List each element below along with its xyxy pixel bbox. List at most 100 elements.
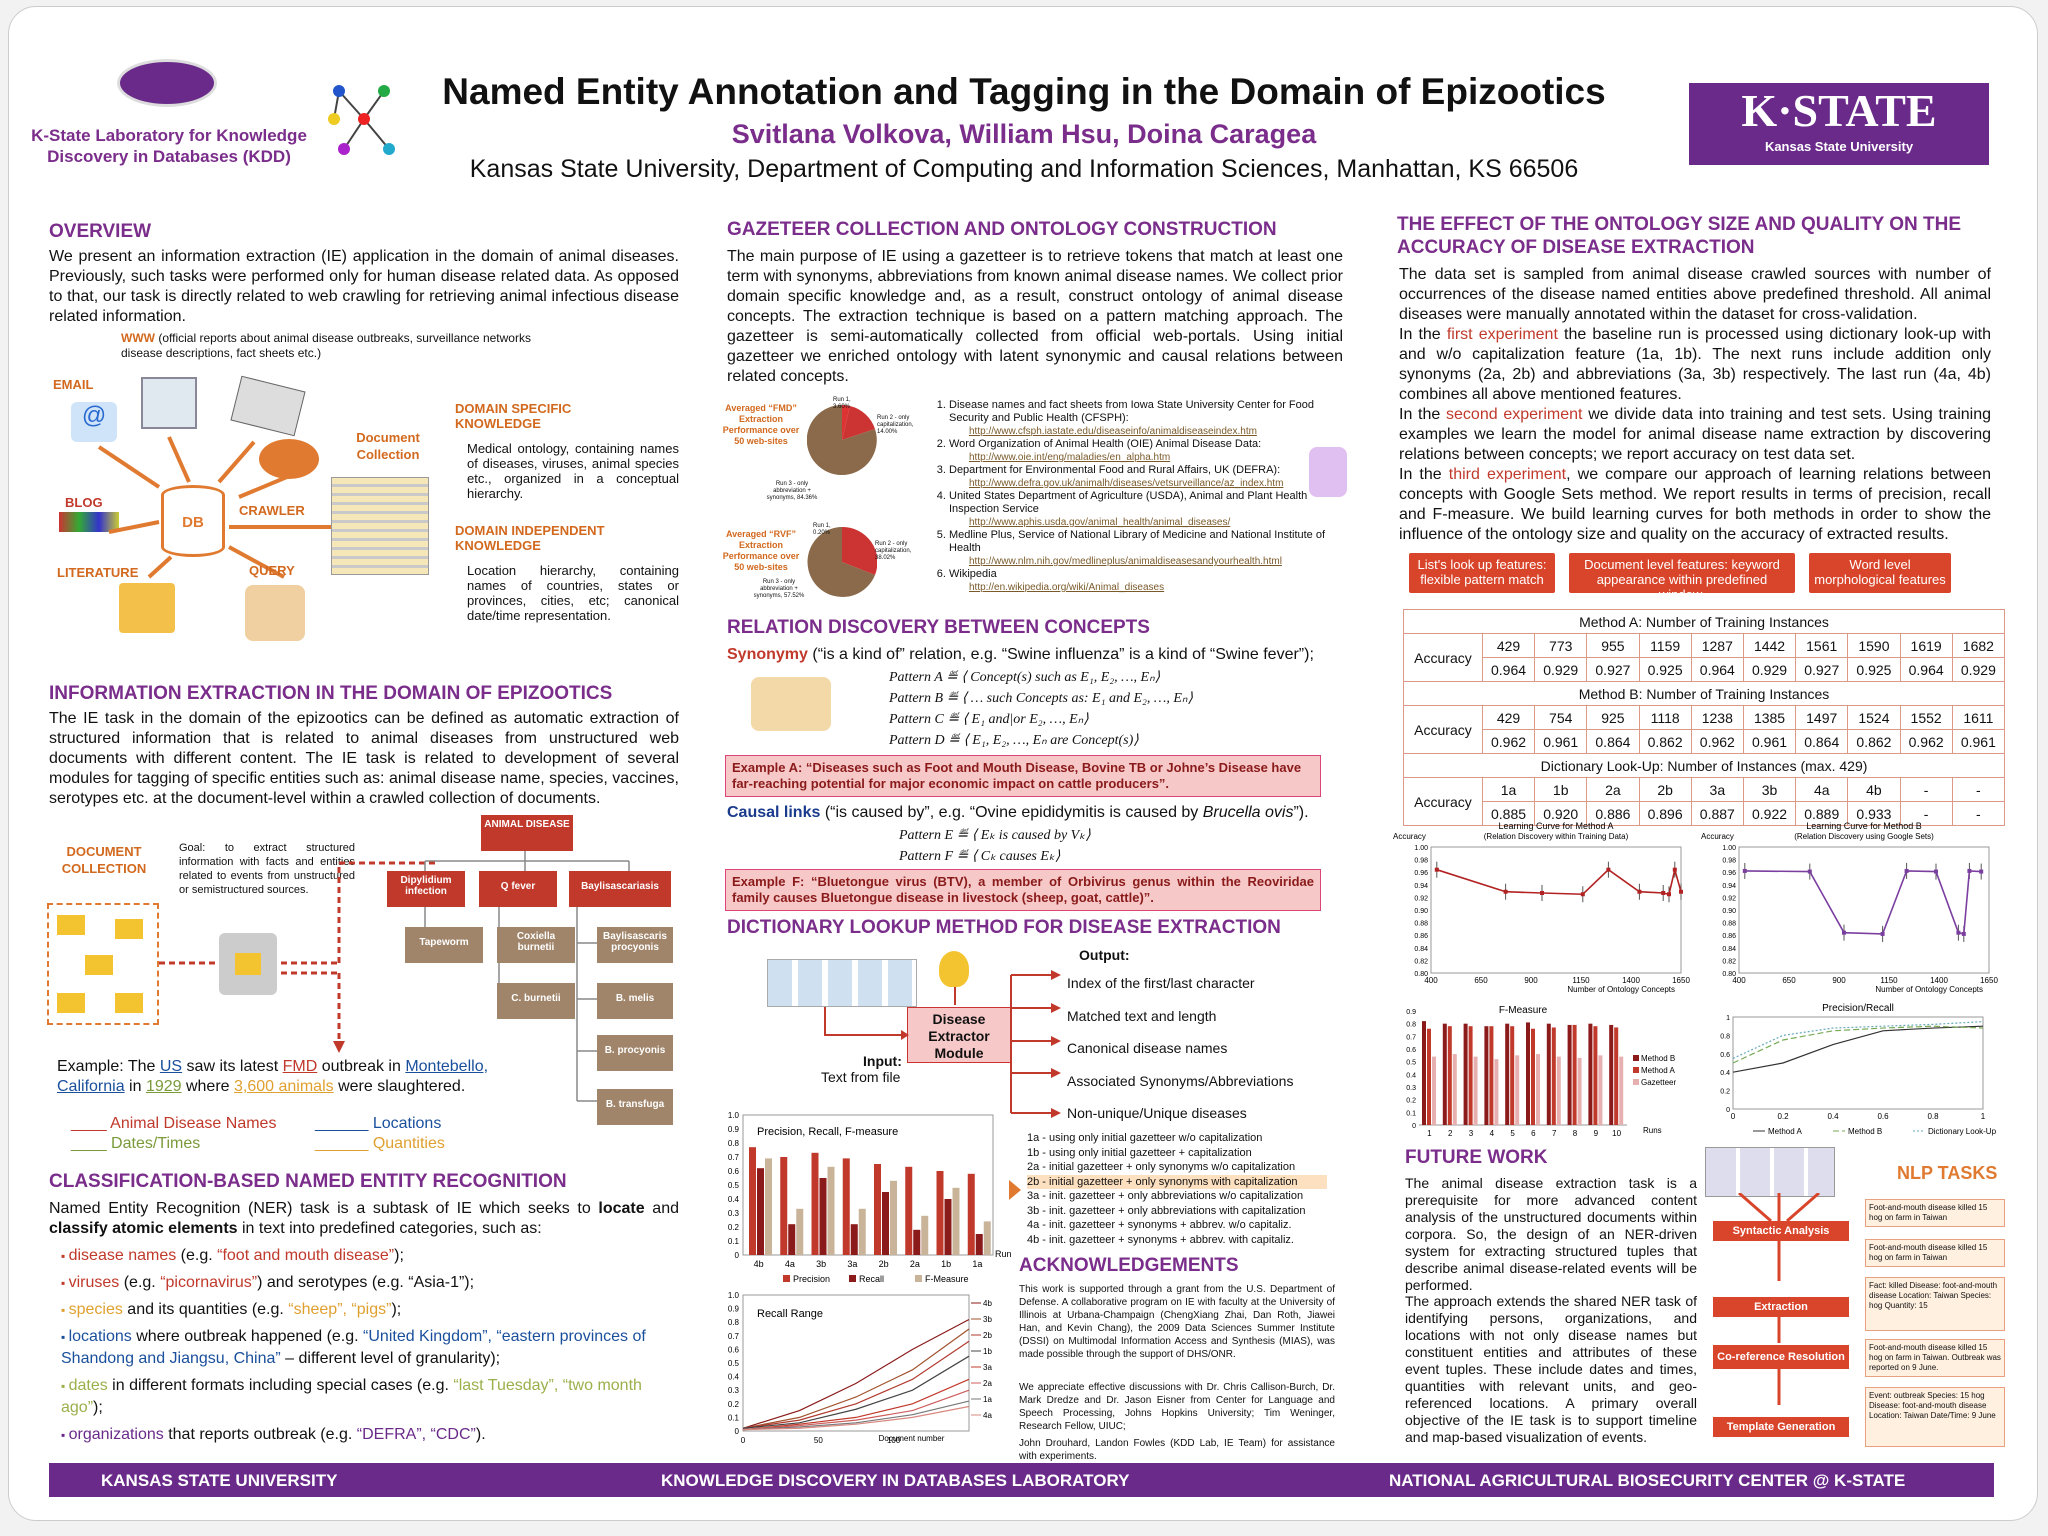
bar (975, 1234, 983, 1255)
ex-fmd: FMD (282, 1058, 318, 1075)
output-synonyms: Associated Synonyms/Abbreviations (1067, 1072, 1294, 1089)
chart-subtitle: (Relation Discovery using Google Sets) (1794, 832, 1934, 841)
footer-mid: KNOWLEDGE DISCOVERY IN DATABASES LABORAT… (661, 1471, 1130, 1490)
effect-p2: In the first experiment the baseline run… (1399, 325, 1991, 405)
chart-title: Precision, Recall, F-measure (757, 1126, 898, 1138)
y-tick-label: 1.0 (728, 1291, 740, 1300)
effect-p1: The data set is sampled from animal dise… (1399, 266, 1991, 323)
ner-item-viruses: viruses (e.g. “picornavirus”) and seroty… (61, 1272, 681, 1294)
kstate-logo-sub: Kansas State University (1764, 139, 1914, 154)
ex-pre: Example: The (57, 1058, 160, 1075)
gaz-source-4-link[interactable]: http://www.aphis.usda.gov/animal_health/… (969, 517, 1231, 528)
chart-title: F-Measure (1499, 1005, 1548, 1016)
effect-text: The data set is sampled from animal dise… (1399, 265, 1991, 545)
legend-label: 1b (983, 1347, 992, 1356)
method-a-cell: 0.925 (1638, 657, 1692, 682)
method-a-cell: 1590 (1847, 633, 1901, 658)
x-tick-label: 400 (1732, 976, 1746, 985)
y-tick-label: 0.80 (1414, 971, 1428, 978)
query-label: QUERY (249, 563, 295, 578)
bar (757, 1168, 764, 1255)
effect-p4a: In the (1399, 466, 1449, 483)
gaz-source-3: Department for Environmental Food and Ru… (949, 464, 1341, 490)
bar (827, 1166, 835, 1255)
chart-title: Learning Curve for Method A (1498, 821, 1613, 831)
method-b-cell: 0.962 (1899, 729, 1953, 754)
bar (1422, 1021, 1426, 1125)
ex-end: were slaughtered. (333, 1078, 466, 1095)
gaz-source-6-link[interactable]: http://en.wikipedia.org/wiki/Animal_dise… (969, 582, 1165, 593)
method-a-cell: 0.929 (1534, 657, 1588, 682)
legend-swatch (1633, 1055, 1639, 1061)
y-tick-label: 0 (1726, 1107, 1730, 1114)
y-tick-label: 0.94 (1722, 883, 1736, 890)
gaz-source-5-link[interactable]: http://www.nlm.nih.gov/medlineplus/anima… (969, 556, 1282, 567)
method-a-cell: 1682 (1951, 633, 2006, 658)
pattern-e: Pattern E ≝ ⟨ Eₖ is caused by Vₖ⟩ (899, 828, 1091, 843)
chart-recall: 0 0.1 0.2 0.3 0.4 0.5 0.6 0.7 0.8 0.9 1.0 0 50 100 Rec… (728, 1291, 993, 1445)
run-4a: 4a - init. gazetteer + synonyms + abbrev… (1027, 1219, 1292, 1231)
legend-label: 3b (983, 1315, 992, 1324)
db-label: DB (182, 514, 204, 531)
ack-heading: ACKNOWLEDGEMENTS (1019, 1255, 1239, 1276)
footer-right: NATIONAL AGRICULTURAL BIOSECURITY CENTER… (1389, 1471, 1906, 1490)
x-tick-label: 6 (1531, 1129, 1536, 1138)
legend-label: 1a (983, 1395, 992, 1404)
run-4b: 4b - init. gazetteer + synonyms + abbrev… (1027, 1233, 1294, 1246)
ner-intro-d: classify atomic elements (49, 1220, 238, 1237)
x-tick-label: 3a (847, 1259, 857, 1269)
dictionary-cell: 0.886 (1586, 801, 1640, 826)
y-tick-label: 0.80 (1722, 971, 1736, 978)
y-tick-label: 0.6 (728, 1167, 740, 1176)
ack-p3: John Drouhard, Landon Fowles (KDD Lab, I… (1019, 1438, 1335, 1462)
gaz-source-1-link[interactable]: http://www.cfsph.iastate.edu/diseaseinfo… (969, 426, 1257, 437)
bar (780, 1157, 788, 1255)
gaz-source-2-link[interactable]: http://www.oie.int/eng/maladies/en_alpha… (969, 452, 1171, 463)
y-tick-label: 0.7 (728, 1153, 740, 1162)
ie-example: Example: The US saw its latest FMD outbr… (57, 1057, 527, 1097)
chart-prf: 0 0.1 0.2 0.3 0.4 0.5 0.6 0.7 0.8 0.9 1.0 Precision… (728, 1111, 1012, 1284)
ex-mid4: where (181, 1078, 234, 1095)
bar (913, 1229, 921, 1255)
patterns-causal: Pattern E ≝ ⟨ Eₖ is caused by Vₖ⟩ Patter… (899, 825, 1199, 867)
y-tick-label: 1.0 (728, 1111, 740, 1120)
nlp-tasks-title: NLP TASKS (1897, 1163, 1998, 1183)
www-label: WWW (121, 331, 155, 345)
gaz-source-3-link[interactable]: http://www.defra.gov.uk/animalh/diseases… (969, 478, 1284, 489)
dictionary-cell: - (1899, 777, 1953, 802)
y-tick-label: 0.7 (1406, 1034, 1416, 1041)
ex-qty: 3,600 animals (234, 1078, 334, 1095)
ack-p1: This work is supported through a grant f… (1019, 1284, 1335, 1360)
dsk-title: DOMAIN SPECIFIC KNOWLEDGE (455, 401, 572, 431)
y-tick-label: 0 (735, 1251, 740, 1260)
bar (858, 1208, 866, 1255)
y-tick-label: 0.9 (728, 1125, 740, 1134)
method-b-cell: 429 (1481, 705, 1536, 730)
nlp-step-template: Template Generation (1713, 1417, 1849, 1437)
footer-bar: KANSAS STATE UNIVERSITY KNOWLEDGE DISCOV… (49, 1463, 1994, 1497)
nlp-tag-3: Fact: killed Disease: foot-and-mouth dis… (1865, 1277, 2005, 1331)
method-b-cell: 0.962 (1481, 729, 1536, 754)
series-line (1732, 1021, 1984, 1059)
method-a-cell: 429 (1481, 633, 1536, 658)
x-tick-label: 2b (879, 1259, 889, 1269)
gaz-source-5-text: Medline Plus, Service of National Librar… (949, 529, 1326, 554)
bar (1505, 1023, 1510, 1125)
dict-output-label: Output: (1079, 947, 1130, 963)
method-b-cell: 1118 (1638, 705, 1692, 730)
blog-label: BLOG (65, 495, 103, 510)
series-line (742, 1355, 970, 1429)
y-tick-label: 0.9 (728, 1305, 740, 1314)
x-tick-label: 0.8 (1927, 1112, 1939, 1121)
method-b-cell: 0.962 (1690, 729, 1744, 754)
email-label: EMAIL (53, 377, 94, 392)
y-tick-label: 0.90 (1414, 908, 1428, 915)
effect-p3: In the second experiment we divide data … (1399, 405, 1991, 465)
legend-label: Method A (1641, 1066, 1675, 1075)
legend-label: Recall (859, 1274, 884, 1284)
pattern-b: Pattern B ≝ ⟨ … such Concepts as: E₁ and… (889, 691, 1193, 706)
ner-virus-c: “picornavirus” (160, 1274, 258, 1291)
legend-quantities: ______ Quantities (315, 1135, 445, 1152)
disease-extractor-module: Disease Extractor Module (907, 1007, 1011, 1063)
legend-swatch (1633, 1067, 1639, 1073)
